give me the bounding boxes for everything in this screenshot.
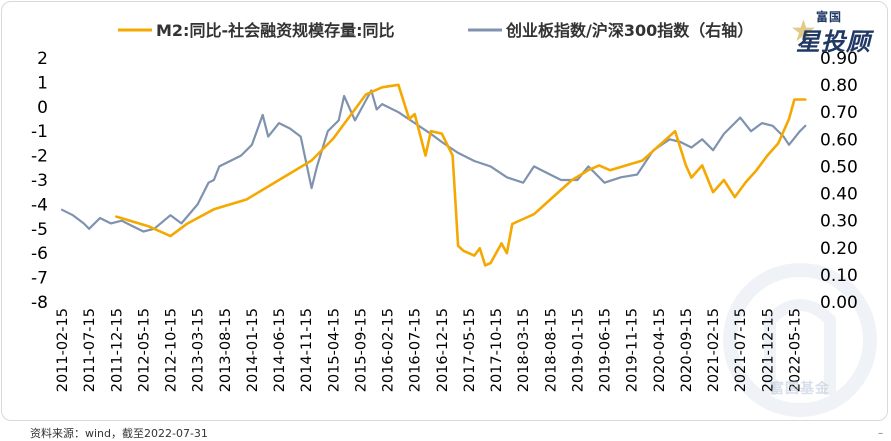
x-tick-label: 2011-12-15 xyxy=(109,308,125,392)
logo-main-text: 星投顾 xyxy=(796,28,871,56)
watermark-text: 富国基金 xyxy=(770,381,830,397)
y-left-tick-label: -5 xyxy=(31,220,48,240)
x-tick-label: 2022-05-15 xyxy=(787,308,803,392)
y-right-tick-label: 0.40 xyxy=(820,185,858,205)
y-left-tick-label: -8 xyxy=(31,293,48,313)
x-tick-label: 2021-07-15 xyxy=(733,308,749,392)
y-left-tick-label: -3 xyxy=(31,171,48,191)
x-tick-label: 2021-12-15 xyxy=(760,308,776,392)
x-tick-label: 2020-09-15 xyxy=(679,308,695,392)
y-right-tick-label: 0.10 xyxy=(820,266,858,286)
y-right-tick-label: 0.00 xyxy=(820,293,858,313)
x-tick-label: 2020-04-15 xyxy=(652,308,668,392)
y-left-tick-label: -1 xyxy=(31,122,48,142)
y-right-tick-label: 0.90 xyxy=(820,49,858,69)
y-right-tick-label: 0.50 xyxy=(820,157,858,177)
y-right-tick-label: 0.80 xyxy=(820,76,858,96)
logo-top-text: 富国 xyxy=(816,10,843,24)
source-note: 资料来源：wind，截至2022-07-31 xyxy=(30,427,208,440)
legend-label: M2:同比-社会融资规模存量:同比 xyxy=(156,21,395,40)
x-tick-label: 2018-03-15 xyxy=(516,308,532,392)
y-right-tick-label: 0.60 xyxy=(820,130,858,150)
x-tick-label: 2014-06-15 xyxy=(272,308,288,392)
legend-label: 创业板指数/沪深300指数（右轴） xyxy=(505,21,753,40)
series-line-index-ratio xyxy=(60,89,807,233)
x-tick-label: 2014-11-15 xyxy=(299,308,315,392)
y-right-tick-label: 0.20 xyxy=(820,239,858,259)
x-tick-label: 2013-03-15 xyxy=(191,308,207,392)
x-tick-label: 2017-10-15 xyxy=(489,308,505,392)
brand-logo: ★ 富国 星投顾 xyxy=(790,8,876,56)
x-tick-label: 2019-11-15 xyxy=(625,308,641,392)
corner-mark: – xyxy=(878,428,883,439)
x-tick-label: 2015-09-15 xyxy=(353,308,369,392)
x-tick-label: 2011-07-15 xyxy=(82,308,98,392)
chart-frame xyxy=(1,1,888,421)
y-left-tick-label: -2 xyxy=(31,147,48,167)
x-tick-label: 2016-07-15 xyxy=(408,308,424,392)
x-tick-label: 2012-05-15 xyxy=(136,308,152,392)
y-left-tick-label: 1 xyxy=(37,73,48,93)
x-tick-label: 2014-01-15 xyxy=(245,308,261,392)
x-tick-label: 2017-05-15 xyxy=(462,308,478,392)
x-tick-label: 2013-08-15 xyxy=(218,308,234,392)
y-right-tick-label: 0.30 xyxy=(820,212,858,232)
x-tick-label: 2019-06-15 xyxy=(598,308,614,392)
y-left-tick-label: -4 xyxy=(31,195,48,215)
x-tick-label: 2021-02-15 xyxy=(706,308,722,392)
y-left-tick-label: 0 xyxy=(37,98,48,118)
star-icon: ★ xyxy=(790,14,817,49)
watermark-emblem xyxy=(723,263,877,417)
x-tick-label: 2016-12-15 xyxy=(435,308,451,392)
series-line-m2 xyxy=(115,83,807,267)
y-left-tick-label: -6 xyxy=(31,244,48,264)
x-tick-label: 2011-02-15 xyxy=(55,308,71,392)
y-left-tick-label: 2 xyxy=(37,49,48,69)
y-right-tick-label: 0.70 xyxy=(820,103,858,123)
x-tick-label: 2015-04-15 xyxy=(326,308,342,392)
y-left-tick-label: -7 xyxy=(31,269,48,289)
x-tick-label: 2019-01-15 xyxy=(570,308,586,392)
x-tick-label: 2018-08-15 xyxy=(543,308,559,392)
x-tick-label: 2016-02-15 xyxy=(381,308,397,392)
x-tick-label: 2012-10-15 xyxy=(164,308,180,392)
